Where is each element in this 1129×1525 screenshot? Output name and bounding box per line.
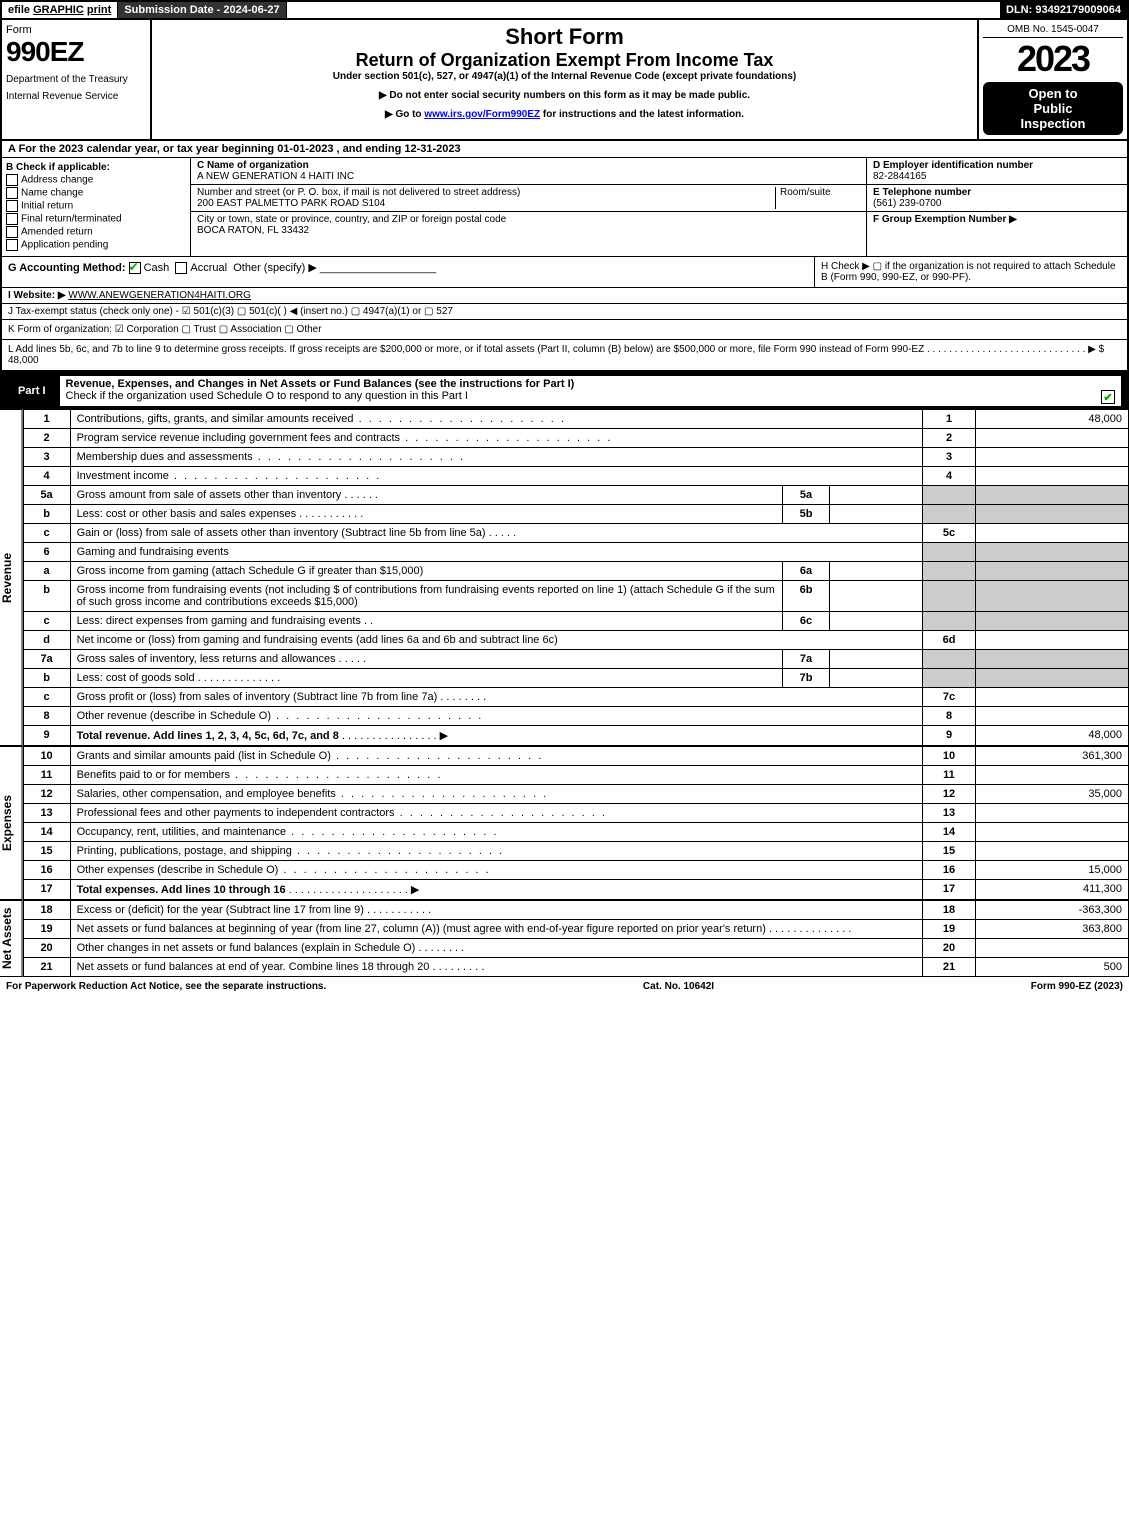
dept-irs: Internal Revenue Service [6, 91, 146, 102]
rows-gh: G Accounting Method: Cash Accrual Other … [2, 257, 1127, 288]
print-link[interactable]: print [87, 4, 111, 16]
revenue-vlabel: Revenue [0, 409, 23, 746]
chk-address-change[interactable]: Address change [6, 174, 186, 186]
line-11: 11Benefits paid to or for members11 [23, 766, 1128, 785]
line-5c: cGain or (loss) from sale of assets othe… [23, 524, 1128, 543]
goto-link-line: ▶ Go to www.irs.gov/Form990EZ for instru… [156, 109, 973, 120]
line-17: 17Total expenses. Add lines 10 through 1… [23, 880, 1128, 900]
footer-center: Cat. No. 10642I [643, 981, 714, 992]
dept-treasury: Department of the Treasury [6, 74, 146, 85]
graphic-link[interactable]: GRAPHIC [33, 4, 84, 16]
row-l-gross-receipts: L Add lines 5b, 6c, and 7b to line 9 to … [2, 340, 1127, 371]
line-6a: aGross income from gaming (attach Schedu… [23, 562, 1128, 581]
tax-year: 2023 [983, 38, 1123, 80]
line-9: 9Total revenue. Add lines 1, 2, 3, 4, 5c… [23, 726, 1128, 746]
row-a-tax-year: A For the 2023 calendar year, or tax yea… [2, 141, 1127, 158]
page-footer: For Paperwork Reduction Act Notice, see … [0, 977, 1129, 996]
room-suite-label: Room/suite [775, 187, 860, 209]
row-k-form-of-org: K Form of organization: ☑ Corporation ▢ … [2, 320, 1127, 340]
line-12: 12Salaries, other compensation, and empl… [23, 785, 1128, 804]
subtitle: Under section 501(c), 527, or 4947(a)(1)… [156, 71, 973, 82]
schedule-o-checkbox[interactable]: ✔ [1101, 390, 1115, 404]
expenses-table: 10Grants and similar amounts paid (list … [23, 746, 1129, 900]
form-number: 990EZ [6, 36, 146, 68]
line-5b: bLess: cost or other basis and sales exp… [23, 505, 1128, 524]
footer-right: Form 990-EZ (2023) [1031, 981, 1123, 992]
line-8: 8Other revenue (describe in Schedule O)8 [23, 707, 1128, 726]
chk-final-return[interactable]: Final return/terminated [6, 213, 186, 225]
line-6c: cLess: direct expenses from gaming and f… [23, 612, 1128, 631]
org-city: BOCA RATON, FL 33432 [197, 225, 309, 236]
revenue-table: 1Contributions, gifts, grants, and simil… [23, 409, 1129, 746]
line-10: 10Grants and similar amounts paid (list … [23, 747, 1128, 766]
form-id-block: Form 990EZ Department of the Treasury In… [2, 20, 152, 139]
ein: 82-2844165 [873, 171, 926, 182]
title-block: Form 990EZ Department of the Treasury In… [0, 20, 1129, 141]
line-3: 3Membership dues and assessments3 [23, 448, 1128, 467]
rows-bcdef: B Check if applicable: Address change Na… [2, 158, 1127, 257]
irs-link[interactable]: www.irs.gov/Form990EZ [424, 109, 540, 120]
line-19: 19Net assets or fund balances at beginni… [23, 920, 1128, 939]
chk-initial-return[interactable]: Initial return [6, 200, 186, 212]
line-4: 4Investment income4 [23, 467, 1128, 486]
line-1: 1Contributions, gifts, grants, and simil… [23, 410, 1128, 429]
row-j-tax-exempt: J Tax-exempt status (check only one) - ☑… [2, 304, 1127, 320]
open-to-public-box: Open to Public Inspection [983, 82, 1123, 135]
part-1-header: Part I Revenue, Expenses, and Changes in… [0, 373, 1129, 409]
netassets-table: 18Excess or (deficit) for the year (Subt… [23, 900, 1129, 977]
col-def: D Employer identification number82-28441… [867, 158, 1127, 256]
expenses-vlabel: Expenses [0, 746, 23, 900]
accounting-method: G Accounting Method: Cash Accrual Other … [2, 257, 814, 287]
short-form-title: Short Form [156, 24, 973, 50]
revenue-section: Revenue 1Contributions, gifts, grants, a… [0, 409, 1129, 746]
title-right: OMB No. 1545-0047 2023 Open to Public In… [977, 20, 1127, 139]
line-15: 15Printing, publications, postage, and s… [23, 842, 1128, 861]
schedule-b-check: H Check ▶ ▢ if the organization is not r… [814, 257, 1127, 287]
line-18: 18Excess or (deficit) for the year (Subt… [23, 901, 1128, 920]
chk-application-pending[interactable]: Application pending [6, 239, 186, 251]
netassets-vlabel: Net Assets [0, 900, 23, 977]
line-20: 20Other changes in net assets or fund ba… [23, 939, 1128, 958]
line-5a: 5aGross amount from sale of assets other… [23, 486, 1128, 505]
dln-label: DLN: 93492179009064 [1000, 2, 1127, 18]
form-word: Form [6, 24, 146, 36]
org-street: 200 EAST PALMETTO PARK ROAD S104 [197, 198, 385, 209]
header-info-grid: A For the 2023 calendar year, or tax yea… [0, 141, 1129, 373]
col-b-checkboxes: B Check if applicable: Address change Na… [2, 158, 191, 256]
line-13: 13Professional fees and other payments t… [23, 804, 1128, 823]
footer-left: For Paperwork Reduction Act Notice, see … [6, 981, 326, 992]
phone: (561) 239-0700 [873, 198, 941, 209]
line-6d: dNet income or (loss) from gaming and fu… [23, 631, 1128, 650]
col-c-org-info: C Name of organizationA NEW GENERATION 4… [191, 158, 867, 256]
omb-number: OMB No. 1545-0047 [983, 24, 1123, 38]
chk-accrual[interactable] [175, 262, 187, 274]
line-6b: bGross income from fundraising events (n… [23, 581, 1128, 612]
row-i-website: I Website: ▶ WWW.ANEWGENERATION4HAITI.OR… [2, 288, 1127, 304]
line-2: 2Program service revenue including gover… [23, 429, 1128, 448]
line-21: 21Net assets or fund balances at end of … [23, 958, 1128, 977]
efile-label: efile GRAPHIC print [2, 2, 118, 18]
chk-name-change[interactable]: Name change [6, 187, 186, 199]
ssn-warning: ▶ Do not enter social security numbers o… [156, 90, 973, 101]
line-7c: cGross profit or (loss) from sales of in… [23, 688, 1128, 707]
line-7a: 7aGross sales of inventory, less returns… [23, 650, 1128, 669]
line-14: 14Occupancy, rent, utilities, and mainte… [23, 823, 1128, 842]
top-toolbar: efile GRAPHIC print Submission Date - 20… [0, 0, 1129, 20]
chk-cash[interactable] [129, 262, 141, 274]
submission-date: Submission Date - 2024-06-27 [118, 2, 286, 18]
line-6: 6Gaming and fundraising events [23, 543, 1128, 562]
website-value: WWW.ANEWGENERATION4HAITI.ORG [68, 290, 251, 301]
title-center: Short Form Return of Organization Exempt… [152, 20, 977, 139]
netassets-section: Net Assets 18Excess or (deficit) for the… [0, 900, 1129, 977]
chk-amended[interactable]: Amended return [6, 226, 186, 238]
line-16: 16Other expenses (describe in Schedule O… [23, 861, 1128, 880]
expenses-section: Expenses 10Grants and similar amounts pa… [0, 746, 1129, 900]
main-title: Return of Organization Exempt From Incom… [156, 50, 973, 71]
line-7b: bLess: cost of goods sold . . . . . . . … [23, 669, 1128, 688]
org-name: A NEW GENERATION 4 HAITI INC [197, 171, 354, 182]
